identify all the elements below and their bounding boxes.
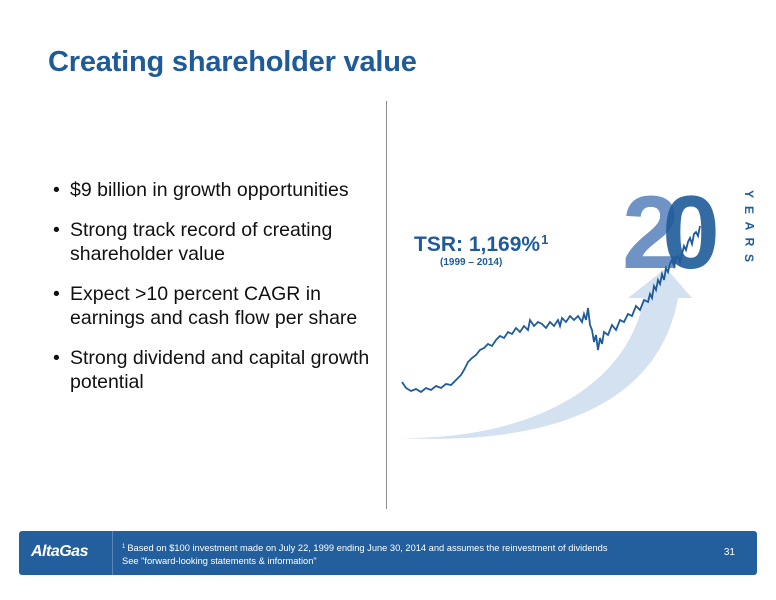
tsr-footnote-marker: 1: [541, 232, 549, 247]
footnote-line-1: 1 Based on $100 investment made on July 2…: [122, 541, 608, 555]
tsr-label: TSR: 1,169%: [414, 233, 541, 256]
footnote: 1 Based on $100 investment made on July 2…: [122, 541, 608, 568]
logo-separator: [112, 531, 113, 575]
big-number-0: 0: [662, 175, 720, 291]
tsr-period: (1999 – 2014): [440, 257, 503, 268]
tsr-stock-line: [401, 225, 701, 394]
years-letter: E: [741, 205, 756, 215]
years-letter: S: [741, 253, 756, 263]
years-letter: A: [741, 221, 756, 231]
bullet-item: $9 billion in growth opportunities: [50, 178, 370, 202]
years-letter: R: [741, 237, 756, 247]
footnote-text: Based on $100 investment made on July 22…: [127, 543, 608, 553]
tsr-headline: TSR: 1,169%1: [414, 232, 564, 257]
tsr-growth-graphic: 2 0: [400, 175, 720, 439]
bullet-list: $9 billion in growth opportunities Stron…: [50, 178, 370, 410]
slide-title: Creating shareholder value: [48, 46, 417, 78]
footer-bar: AltaGas 1 Based on $100 investment made o…: [19, 531, 757, 575]
vertical-divider: [386, 101, 387, 509]
growth-arrow-icon: [400, 268, 692, 439]
bullet-item: Strong dividend and capital growth poten…: [50, 346, 370, 394]
bullet-item: Strong track record of creating sharehol…: [50, 218, 370, 266]
footnote-marker: 1: [122, 544, 126, 550]
footnote-line-2: See "forward-looking statements & inform…: [122, 556, 317, 566]
years-label: Y E A R S: [740, 186, 756, 266]
altagas-logo: AltaGas: [31, 543, 88, 560]
years-letter: Y: [741, 189, 756, 199]
page-number: 31: [723, 547, 735, 558]
bullet-item: Expect >10 percent CAGR in earnings and …: [50, 282, 370, 330]
